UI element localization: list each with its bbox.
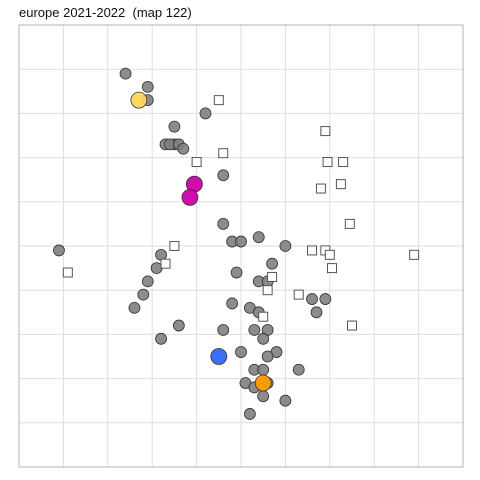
circle-point	[53, 244, 65, 257]
circle-point	[292, 363, 305, 376]
circle-point	[252, 231, 265, 244]
circle-point	[266, 257, 278, 270]
circle-point	[141, 275, 154, 288]
circle-point	[217, 217, 230, 230]
circle-point	[128, 301, 141, 314]
circle-point	[248, 324, 261, 336]
circle-point	[243, 408, 256, 420]
circle-point	[150, 262, 163, 275]
circle-point	[155, 332, 167, 345]
square-point	[169, 241, 180, 251]
square-point	[335, 179, 346, 190]
circle-point	[257, 363, 270, 376]
circle-point	[199, 107, 212, 120]
square-point	[267, 271, 278, 282]
series-1	[62, 95, 420, 331]
square-point	[307, 245, 318, 256]
highlight-point	[181, 188, 199, 206]
square-point	[324, 249, 335, 260]
circle-point	[279, 240, 292, 252]
circle-point	[261, 350, 274, 363]
highlight-point	[130, 91, 148, 109]
series-4	[210, 348, 228, 365]
highlight-point	[210, 348, 228, 365]
plot-border	[18, 24, 464, 468]
circle-point	[172, 319, 185, 332]
chart-title: europe 2021-2022 (map 122)	[19, 5, 192, 20]
circle-point	[319, 293, 332, 305]
square-point	[262, 285, 273, 296]
circle-point	[141, 80, 154, 93]
circle-point	[137, 288, 150, 301]
square-point	[320, 126, 331, 137]
square-point	[409, 249, 420, 260]
square-point	[213, 95, 224, 106]
circle-point	[235, 235, 247, 248]
circle-point	[235, 346, 247, 358]
circle-point	[226, 297, 239, 310]
square-point	[218, 148, 229, 159]
circle-point	[279, 394, 292, 407]
square-point	[293, 289, 304, 300]
square-point	[258, 311, 269, 322]
square-point	[347, 320, 357, 331]
square-point	[344, 218, 355, 229]
circle-point	[310, 306, 323, 319]
series-2	[130, 91, 148, 109]
square-point	[338, 157, 349, 168]
square-point	[160, 258, 171, 269]
square-point	[191, 157, 202, 168]
circle-point	[257, 332, 270, 345]
circle-point	[119, 67, 132, 80]
circle-point	[306, 293, 318, 305]
square-point	[62, 267, 73, 278]
series-0	[53, 67, 332, 420]
highlight-point	[254, 374, 272, 392]
circle-point	[168, 120, 181, 133]
circle-point	[217, 324, 230, 336]
circle-point	[257, 390, 270, 403]
square-point	[315, 183, 326, 194]
circle-point	[217, 169, 230, 182]
circle-point	[177, 142, 190, 155]
square-point	[322, 157, 333, 168]
square-point	[327, 263, 338, 274]
series-5	[254, 374, 272, 392]
series-3	[181, 175, 203, 206]
circle-point	[230, 266, 243, 279]
